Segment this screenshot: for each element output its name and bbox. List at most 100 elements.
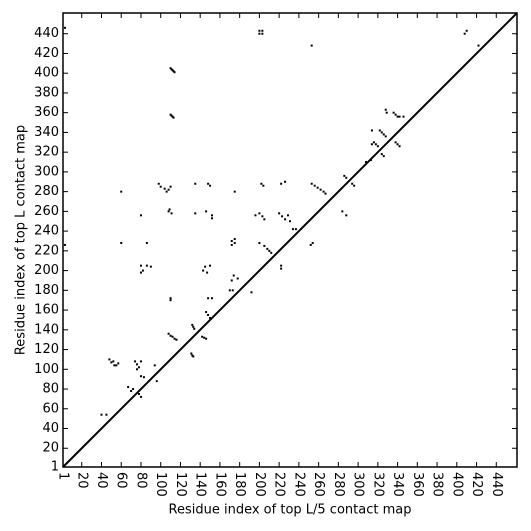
contact-point	[170, 212, 173, 215]
contact-point	[139, 214, 142, 217]
contact-point	[209, 264, 212, 267]
contact-point	[145, 241, 148, 244]
contact-point	[63, 26, 66, 29]
contact-point	[353, 184, 356, 187]
contact-point	[134, 360, 137, 363]
contact-point	[258, 241, 261, 244]
contact-point	[173, 71, 176, 74]
contact-point	[190, 352, 193, 355]
contact-point	[175, 338, 178, 341]
x-axis-label: Residue index of top L/5 contact map	[169, 503, 412, 518]
contact-point	[236, 277, 239, 280]
contact-point	[211, 214, 214, 217]
contact-point	[310, 182, 313, 185]
contact-point	[136, 368, 139, 371]
x-tick-label: 80	[133, 472, 148, 489]
contact-point	[396, 115, 399, 118]
contact-point	[169, 334, 172, 337]
x-tick-label: 200	[252, 472, 267, 497]
contact-point	[380, 131, 383, 134]
x-tick-label: 300	[351, 472, 366, 497]
contact-point	[364, 161, 367, 164]
contact-point	[370, 129, 373, 132]
contact-point	[211, 297, 214, 300]
contact-point	[209, 184, 212, 187]
contact-point	[169, 299, 172, 302]
contact-point	[203, 336, 206, 339]
x-tick-label: 440	[489, 472, 504, 497]
contact-point	[294, 228, 297, 231]
y-tick-label: 40	[42, 421, 59, 436]
contact-point	[313, 184, 316, 187]
x-tick-label: 400	[449, 472, 464, 497]
contact-point	[145, 264, 148, 267]
contact-point	[351, 182, 354, 185]
x-tick-label: 340	[390, 472, 405, 497]
contact-point	[266, 247, 269, 250]
contact-point	[319, 188, 322, 191]
y-tick-label: 240	[34, 224, 59, 239]
x-tick-label: 380	[430, 472, 445, 497]
contact-point	[168, 208, 171, 211]
y-tick-label: 180	[34, 283, 59, 298]
x-tick-label: 420	[469, 472, 484, 497]
contact-point	[233, 190, 236, 193]
contact-point	[261, 215, 264, 218]
contact-point	[376, 145, 379, 148]
contact-point	[394, 113, 397, 116]
contact-point	[268, 249, 271, 252]
contact-point	[136, 363, 139, 366]
contact-point	[192, 325, 195, 328]
contact-point	[289, 220, 291, 223]
contact-point	[382, 155, 385, 158]
x-tick-label: 160	[212, 472, 227, 497]
contact-point	[228, 289, 231, 292]
contact-point	[291, 228, 294, 231]
contact-point	[230, 243, 233, 246]
y-tick-label: 300	[34, 164, 59, 179]
y-tick-label: 220	[34, 243, 59, 258]
contact-point	[159, 185, 162, 188]
y-tick-label: 140	[34, 322, 59, 337]
contact-point	[392, 111, 395, 114]
contact-point	[206, 271, 209, 274]
contact-point	[263, 218, 266, 221]
contact-point	[139, 395, 142, 398]
y-tick-label: 420	[34, 46, 59, 61]
contact-point	[465, 29, 468, 32]
contact-point	[112, 360, 115, 363]
contact-point	[171, 335, 174, 338]
contact-point	[120, 241, 123, 244]
plot-frame	[62, 12, 518, 468]
contact-point	[374, 143, 377, 146]
contact-point	[167, 188, 170, 191]
contact-point	[117, 362, 120, 365]
contact-point	[163, 187, 166, 190]
contact-point	[233, 241, 236, 244]
contact-point	[380, 153, 383, 156]
y-tick-label: 100	[34, 362, 59, 377]
contact-point	[230, 239, 233, 242]
x-tick-label: 120	[173, 472, 188, 497]
contact-point	[142, 376, 145, 379]
contact-point	[139, 360, 142, 363]
contact-point	[139, 264, 142, 267]
contact-point	[207, 314, 210, 317]
contact-point	[120, 190, 123, 193]
contact-point	[165, 190, 168, 193]
contact-point	[270, 251, 273, 254]
contact-point	[281, 215, 284, 218]
contact-point	[258, 29, 261, 32]
contact-point	[110, 361, 113, 364]
contact-point	[194, 212, 197, 215]
y-tick-label: 60	[42, 401, 59, 416]
contact-point	[149, 265, 152, 268]
contact-point	[260, 182, 263, 185]
contact-point	[280, 267, 283, 270]
contact-point	[341, 210, 344, 213]
contact-point	[378, 129, 381, 132]
y-tick-label: 380	[34, 85, 59, 100]
contact-point	[209, 316, 212, 319]
contact-point	[137, 366, 140, 369]
y-tick-label: 80	[42, 382, 59, 397]
